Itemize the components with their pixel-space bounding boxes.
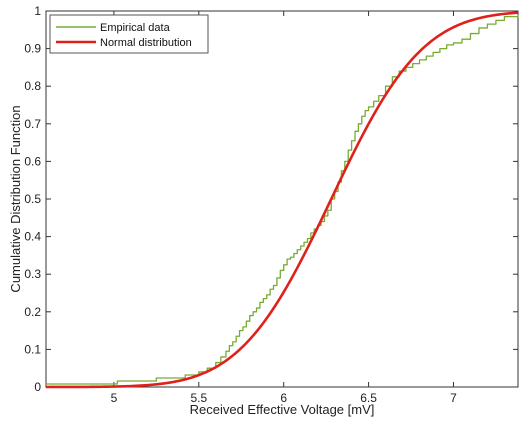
y-tick-label: 0.2 (24, 305, 41, 319)
y-tick-label: 0.5 (24, 192, 41, 206)
x-tick-label: 5.5 (190, 391, 207, 405)
axis-ticks: 5 5.5 6 6.5 7 0 0.1 0.2 0.3 0.4 0.5 0.6 0.7 0.8 0.9 1 (24, 4, 518, 405)
y-tick-label: 0.9 (24, 42, 41, 56)
y-tick-label: 0.7 (24, 117, 41, 131)
y-tick-label: 0 (34, 380, 41, 394)
y-tick-label: 0.6 (24, 154, 41, 168)
x-tick-label: 5 (111, 391, 118, 405)
legend: Empirical data Normal distribution (49, 14, 209, 54)
y-tick-label: 0.3 (24, 267, 41, 281)
y-axis-label: Cumulative Distribution Function (8, 105, 23, 292)
y-tick-label: 0.4 (24, 230, 41, 244)
y-tick-label: 0.8 (24, 79, 41, 93)
legend-label-empirical: Empirical data (100, 22, 171, 34)
legend-label-normal: Normal distribution (100, 37, 192, 49)
plot-area-frame (45, 10, 519, 388)
y-tick-label: 0.1 (24, 342, 41, 356)
y-tick-label: 1 (34, 4, 41, 18)
legend-box (49, 14, 209, 54)
series-line-normal (46, 11, 519, 389)
x-tick-label: 7 (450, 391, 457, 405)
x-tick-label: 6 (280, 391, 287, 405)
x-tick-label: 6.5 (360, 391, 377, 405)
x-axis-label: Received Effective Voltage [mV] (190, 402, 375, 417)
series-layer (46, 11, 519, 389)
